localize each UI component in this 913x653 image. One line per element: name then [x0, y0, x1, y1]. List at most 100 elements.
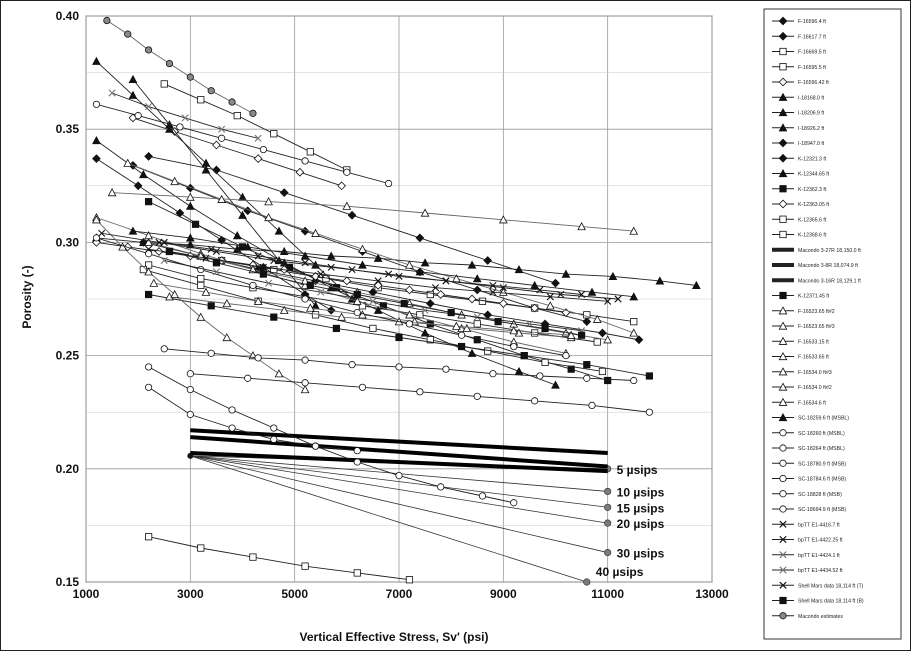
data-point-shell-mars-data-18-114-ft-t [546, 293, 554, 301]
data-point-f-16596-42-ft [253, 154, 263, 163]
data-point-sc-18784-6-ft-msb [160, 345, 168, 353]
series-i-18206-9-ft [92, 56, 357, 303]
data-point-f-16534-6-ft [274, 369, 284, 378]
data-point-bptt-e1-4416-7-ft [155, 238, 163, 246]
legend-swatch-marker-k-12368-6-ft [779, 230, 787, 239]
series-line-bptt-e1-4422-25-ft [164, 241, 582, 295]
data-point-sc-18780-9-ft-msb [228, 406, 236, 414]
legend-entry-macondo-3-8r-18-074-9-ft: Macondo 3-8R 18,074.9 ft [772, 263, 859, 269]
data-point-sc-18259-6-ft-msbl [358, 260, 367, 269]
y-axis-title: Porosity (-) [20, 265, 34, 328]
data-point-bptt-e1-4416-7-ft [98, 229, 106, 237]
data-point-k-12368-6-ft [598, 367, 607, 376]
series-k-12344-65-ft [92, 135, 560, 389]
data-point-k-12371-45-ft [520, 351, 528, 360]
legend-entry-f-16533-15-ft: F-16533.15 ft [772, 336, 829, 345]
legend-label-k-12362-3-ft: K-12362.3 ft [798, 187, 827, 193]
data-point-f-16534-0-ft-2 [566, 330, 576, 339]
data-point-f-16596-4-ft [347, 210, 357, 220]
data-point-k-12368-6-ft [369, 324, 377, 333]
legend-swatch-marker-f-16534-0-ft-2 [778, 382, 788, 391]
legend-swatch-marker-bptt-e1-4434-52-ft [779, 566, 787, 574]
data-point-sc-18264-ft-msbl [353, 308, 361, 317]
rate-line-end-15-sips [604, 503, 612, 511]
legend-entry-f-16595-5-ft: F-16595.5 ft [772, 63, 827, 71]
legend-label-k-12344-65-ft: K-12344.65 ft [798, 172, 830, 178]
data-point-f-16523-65-ft-2 [342, 201, 352, 210]
legend-swatch-marker-f-16669-5-ft [779, 47, 787, 56]
data-point-bptt-e1-4422-25-ft [489, 281, 497, 290]
legend-swatch-marker-shell-mars-data-18-114-ft-b [779, 596, 787, 605]
legend-swatch-marker-sc-18264-ft-msbl [779, 444, 787, 452]
legend-swatch-marker-sc-18828-ft-msb [779, 490, 787, 498]
series-macondo-estimates [103, 16, 257, 117]
data-point-k-12368-6-ft [197, 281, 205, 290]
data-point-sc-18784-6-ft-msb [489, 370, 497, 378]
data-point-sc-18259-6-ft-msbl [128, 226, 138, 235]
data-point-f-16523-65-ft-3 [498, 287, 508, 296]
data-point-bptt-e1-4424-1-ft [254, 134, 262, 142]
data-point-f-16534-6-ft [144, 267, 153, 276]
data-point-sc-18260-ft-msbl [343, 168, 351, 176]
legend-swatch-marker-sc-18784-6-ft-msb [779, 474, 787, 483]
legend-entry-macondo-3-27r-18-150-0-ft: Macondo 3-27R 18,150.0 ft [772, 247, 861, 254]
rate-line-15-sips [190, 455, 608, 508]
data-point-f-16523-65-ft-3 [358, 244, 367, 253]
data-point-sc-18260-ft-msbl [384, 179, 393, 188]
data-point-sc-18264-ft-msbl [92, 234, 101, 242]
legend-entry-f-16617-7-ft: F-16617.7 ft [772, 31, 827, 41]
data-point-extra-series-1 [249, 553, 257, 561]
legend-entry-shell-mars-data-18-114-ft-t: Shell Mars data 18,114 ft (T) [772, 581, 864, 589]
data-point-f-16523-65-ft-3 [311, 228, 320, 237]
data-point-bptt-e1-4416-7-ft [499, 284, 507, 292]
legend-label-shell-mars-data-18-114-ft-b: Shell Mars data 18,114 ft (B) [798, 599, 864, 605]
data-point-extra-series-1 [197, 544, 205, 552]
data-point-extra-series-1 [353, 569, 361, 577]
data-point-f-16523-65-ft-2 [420, 208, 430, 217]
data-point-sc-18260-ft-msbl [259, 145, 267, 154]
legend-swatch-marker-k-12344-65-ft [778, 168, 788, 178]
legend-label-f-16534-0-ft-2: F-16534.0 ft#2 [798, 385, 832, 391]
legend-label-bptt-e1-4422-25-ft: bpTT E1-4422.25 ft [798, 538, 843, 544]
series-extra-series-1 [144, 533, 414, 584]
legend-entry-i-18206-9-ft: I-18206.9 ft [772, 107, 825, 117]
legend-swatch-marker-f-16595-5-ft [779, 63, 787, 71]
legend-label-sc-18780-9-ft-msb: SC-18780.9 ft (MSB) [798, 461, 846, 467]
legend-entry-k-12371-45-ft: K-12371.45 ft [772, 291, 830, 300]
data-point-f-16534-0-ft-2 [337, 312, 346, 321]
x-tick-label-13000: 13000 [695, 587, 729, 601]
rate-line-30-sips [190, 455, 608, 553]
data-point-bptt-e1-4422-25-ft [536, 286, 544, 294]
data-point-sc-18780-9-ft-msb [437, 483, 445, 491]
data-point-k-12362-3-ft [604, 376, 612, 385]
legend-entry-f-16596-42-ft: F-16596.42 ft [772, 77, 829, 87]
tick-labels: 1000 3000 5000 7000 9000 11000 13000 0.15 0.20 0.… [56, 9, 729, 601]
data-point-f-16523-65-ft-3 [592, 314, 602, 323]
data-point-f-16596-4-ft [279, 188, 289, 197]
legend-label-sc-18828-ft-msb: SC-18828 ft (MSB) [798, 492, 842, 498]
legend-label-f-16533-65-ft: F-16533.65 ft [798, 355, 829, 361]
rate-label-20-sips: 20 µsips [617, 517, 665, 531]
data-point-sc-18780-9-ft-msb [145, 363, 153, 371]
rate-line-end-40-sips [583, 578, 591, 586]
data-point-f-16534-0-ft-2 [279, 305, 289, 314]
legend-entry-k-12365-6-ft: K-12365.6 ft [772, 215, 827, 223]
legend-entry-i-18168-0-ft: I-18168.0 ft [772, 92, 825, 101]
data-point-f-16534-6-ft [222, 332, 232, 342]
data-point-f-16533-65-ft [144, 237, 153, 247]
legend-label-sc-18260-ft-msbl: SC-18260 ft (MSBL) [798, 431, 845, 437]
rate-line-end-30-sips [604, 548, 612, 557]
data-point-sc-18828-ft-msb [358, 383, 367, 391]
data-point-f-16596-42-ft [295, 167, 305, 177]
data-point-i-18168-0-ft [373, 253, 383, 262]
data-point-shell-mars-data-18-114-ft-b [577, 331, 586, 339]
series-macondo-3-27r-18-150-0-ft [190, 428, 608, 455]
data-point-k-12365-6-ft [160, 80, 168, 88]
legend-entry-f-16523-65-ft-2: F-16523.65 ft#2 [772, 306, 835, 315]
data-point-k-12371-45-ft [144, 290, 153, 299]
data-point-f-16523-65-ft-2 [629, 226, 639, 235]
legend-entry-shell-mars-data-18-114-ft-b: Shell Mars data 18,114 ft (B) [772, 596, 864, 605]
legend-entry-k-12362-3-ft: K-12362.3 ft [772, 185, 827, 193]
data-point-sc-18260-ft-msbl [134, 112, 142, 120]
